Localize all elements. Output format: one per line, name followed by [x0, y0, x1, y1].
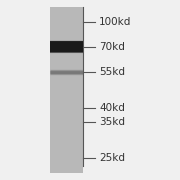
Text: 40kd: 40kd [99, 103, 125, 113]
Text: 100kd: 100kd [99, 17, 131, 27]
Text: 55kd: 55kd [99, 67, 125, 77]
Text: 35kd: 35kd [99, 117, 125, 127]
Bar [50, 7, 83, 173]
Text: 25kd: 25kd [99, 153, 125, 163]
Text: 70kd: 70kd [99, 42, 125, 52]
